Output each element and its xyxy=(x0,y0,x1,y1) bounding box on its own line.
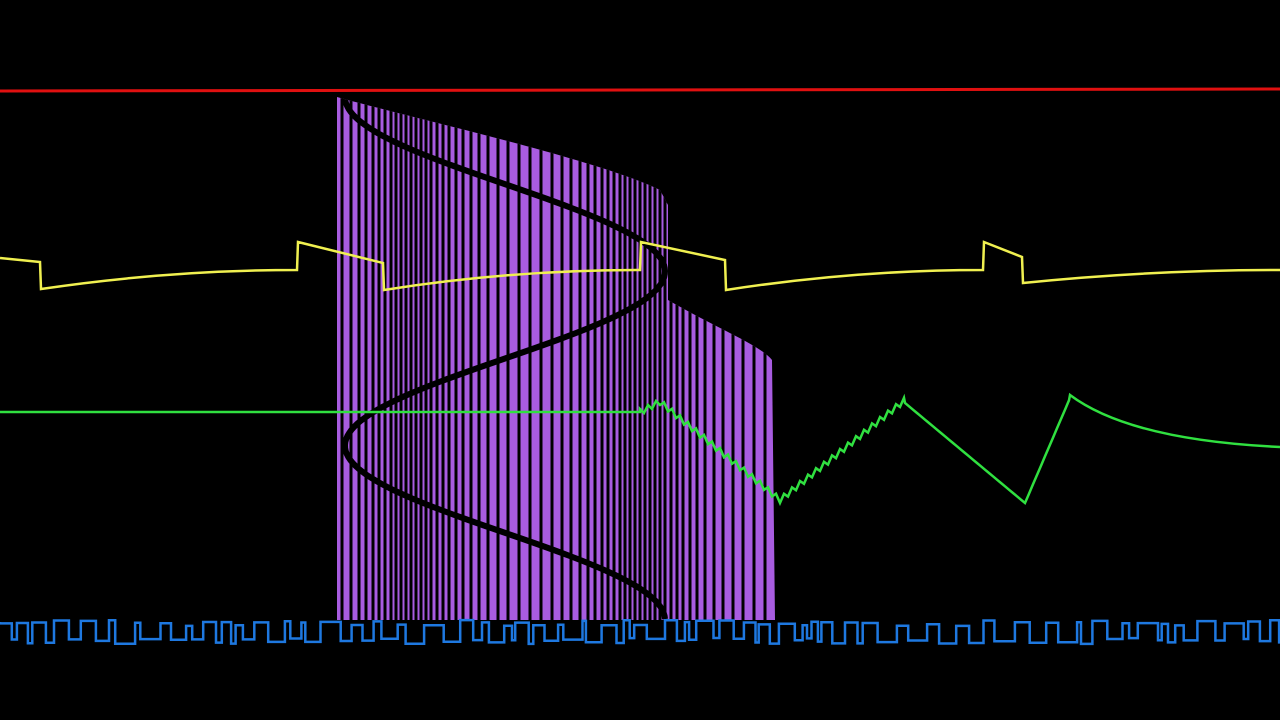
red-trace xyxy=(0,87,1280,93)
green-trace xyxy=(0,392,1280,507)
purple-curve xyxy=(341,97,669,620)
yellow-trace xyxy=(0,240,1280,292)
blue-trace xyxy=(0,618,1280,646)
